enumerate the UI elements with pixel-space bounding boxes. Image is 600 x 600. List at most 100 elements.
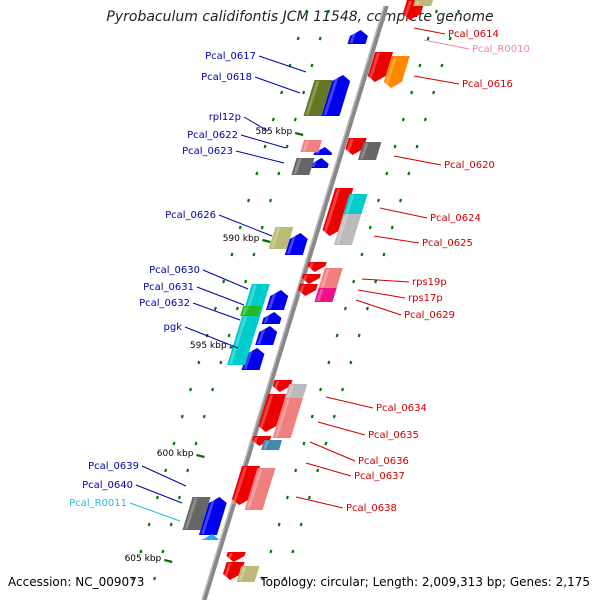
gene-feature-shade (200, 498, 216, 534)
gene-feature[interactable] (413, 0, 433, 6)
track-dash (147, 522, 151, 527)
track-dash (434, 9, 438, 14)
track-dash (407, 171, 411, 176)
gene-feature[interactable] (300, 140, 323, 152)
gene-feature[interactable] (303, 80, 333, 116)
gene-label[interactable]: Pcal_R0010 (472, 44, 530, 55)
label-leader-line (243, 116, 269, 132)
gene-feature[interactable] (261, 312, 282, 324)
gene-label[interactable]: Pcal_0622 (187, 130, 238, 141)
gene-feature-shade (242, 307, 249, 315)
label-leader-line (184, 326, 239, 349)
gene-feature[interactable] (272, 380, 293, 392)
gene-label[interactable]: rpl12p (209, 112, 241, 123)
gene-feature[interactable] (318, 268, 343, 288)
gene-feature[interactable] (383, 56, 410, 88)
gene-feature[interactable] (307, 262, 327, 272)
gene-feature[interactable] (231, 466, 261, 505)
gene-feature[interactable] (313, 147, 333, 155)
gene-label[interactable]: Pcal_0639 (88, 461, 139, 472)
gene-feature[interactable] (314, 288, 337, 302)
gene-label[interactable]: Pcal_0630 (149, 265, 200, 276)
gene-label[interactable]: Pcal_0626 (165, 210, 216, 221)
track-dashes (131, 9, 460, 581)
gene-feature[interactable] (241, 348, 265, 370)
kbp-tick-mark (163, 558, 173, 564)
label-leader-line (305, 462, 352, 477)
gene-label[interactable]: Pcal_0617 (205, 51, 256, 62)
gene-feature[interactable] (301, 274, 321, 284)
track-dash (238, 225, 242, 230)
gene-label[interactable]: pgk (164, 322, 183, 333)
gene-label[interactable]: rps17p (408, 293, 443, 304)
gene-label[interactable]: Pcal_0618 (201, 72, 252, 83)
gene-feature-shade (323, 76, 339, 115)
gene-feature[interactable] (182, 497, 211, 530)
gene-feature[interactable] (298, 284, 318, 296)
gene-label[interactable]: Pcal_0640 (82, 480, 133, 491)
topology-text: Topology: circular; Length: 2,009,313 bp… (260, 575, 590, 589)
track-dash (410, 90, 414, 95)
gene-feature[interactable] (244, 468, 276, 510)
gene-feature[interactable] (255, 326, 278, 345)
label-leader-line (309, 441, 356, 462)
gene-feature[interactable] (322, 188, 354, 236)
track-dash (332, 414, 336, 419)
gene-feature[interactable] (367, 52, 394, 82)
gene-label[interactable]: Pcal_0632 (139, 298, 190, 309)
gene-label[interactable]: Pcal_0616 (462, 79, 513, 90)
gene-feature[interactable] (272, 398, 303, 438)
track-dash (307, 495, 311, 500)
gene-feature[interactable] (345, 138, 367, 155)
label-leader-line (295, 496, 344, 509)
gene-feature[interactable] (201, 534, 220, 540)
gene-feature[interactable] (240, 306, 262, 316)
gene-feature[interactable] (198, 497, 227, 535)
gene-feature[interactable] (284, 233, 308, 255)
gene-label[interactable]: Pcal_0631 (143, 282, 194, 293)
gene-feature[interactable] (261, 440, 283, 450)
gene-label[interactable]: Pcal_0636 (358, 456, 409, 467)
gene-label[interactable]: Pcal_0620 (444, 160, 495, 171)
gene-feature[interactable] (309, 158, 329, 168)
gene-feature[interactable] (258, 394, 287, 432)
gene-feature-shade (307, 263, 314, 271)
gene-feature[interactable] (268, 227, 294, 249)
gene-label[interactable]: rps19p (412, 277, 447, 288)
track-dash (401, 117, 405, 122)
gene-feature[interactable] (252, 436, 272, 446)
gene-feature-shade (402, 1, 412, 19)
track-dash (326, 9, 330, 14)
gene-label[interactable]: Pcal_0634 (376, 403, 427, 414)
gene-feature[interactable] (347, 30, 368, 44)
gene-feature[interactable] (291, 158, 315, 175)
track-dash (277, 171, 281, 176)
gene-label[interactable]: Pcal_0635 (368, 430, 419, 441)
gene-feature[interactable] (321, 75, 351, 116)
gene-features (182, 0, 433, 582)
gene-feature-shade (286, 234, 297, 254)
gene-label[interactable]: Pcal_R0011 (69, 498, 127, 509)
gene-label[interactable]: Pcal_0629 (404, 310, 455, 321)
gene-feature[interactable] (265, 290, 289, 310)
gene-label[interactable]: Pcal_0614 (448, 29, 499, 40)
gene-label[interactable]: Pcal_0625 (422, 238, 473, 249)
gene-label[interactable]: Pcal_0638 (346, 503, 397, 514)
gene-label[interactable]: Pcal_0624 (430, 213, 481, 224)
gene-label[interactable]: Pcal_0637 (354, 471, 405, 482)
gene-feature[interactable] (222, 562, 245, 580)
gene-feature[interactable] (227, 284, 270, 365)
track-dash (227, 333, 231, 338)
track-dash (299, 522, 303, 527)
gene-feature-shade (316, 289, 324, 301)
gene-label[interactable]: Pcal_0623 (182, 146, 233, 157)
gene-feature[interactable] (226, 552, 246, 562)
gene-feature[interactable] (284, 384, 308, 398)
gene-feature[interactable] (236, 566, 260, 582)
gene-feature[interactable] (357, 142, 382, 160)
gene-feature[interactable] (343, 194, 368, 214)
gene-feature-shade (322, 189, 341, 235)
label-leader-line (218, 214, 273, 237)
gene-feature-shade (367, 53, 381, 81)
gene-feature[interactable] (379, 0, 399, 6)
